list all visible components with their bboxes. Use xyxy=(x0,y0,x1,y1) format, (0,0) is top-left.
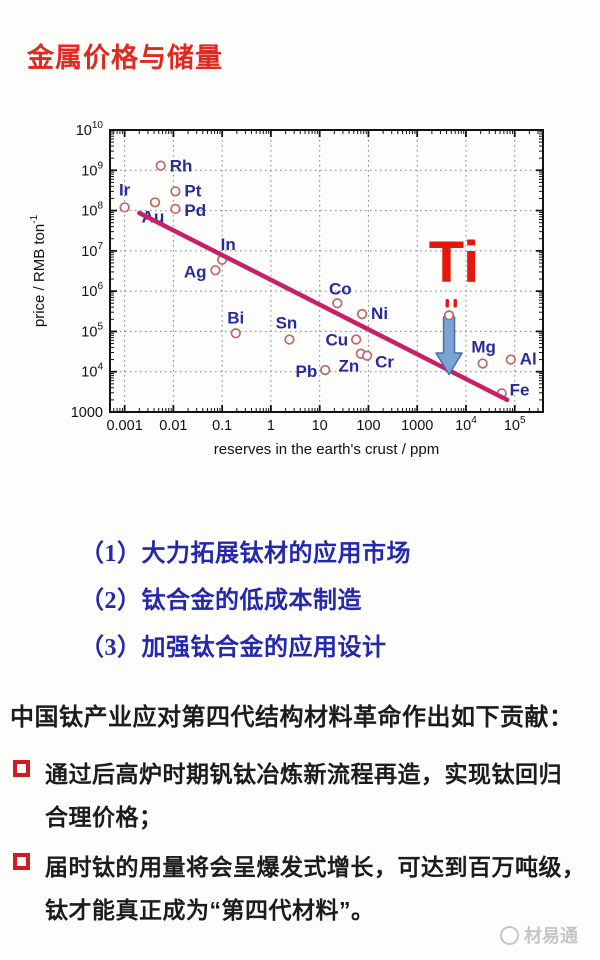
point-Cu xyxy=(351,334,362,345)
strategy-item-2: （2）钛合金的低成本制造 xyxy=(80,588,362,614)
x-tick-label: 1 xyxy=(267,418,275,434)
point-Al xyxy=(505,354,516,365)
x-axis-title: reserves in the earth's crust / ppm xyxy=(214,441,439,458)
element-label-Zn: Zn xyxy=(338,357,359,376)
x-tick-label: 105 xyxy=(504,415,526,434)
bullet-2-line-2: 钛才能真正成为“第四代材料”。 xyxy=(45,897,375,923)
intro-paragraph: 中国钛产业应对第四代结构材料革命作出如下贡献： xyxy=(10,704,574,731)
ti-quote-icon xyxy=(445,299,449,308)
watermark-label: 材易通 xyxy=(524,926,578,946)
point-Rh xyxy=(155,160,166,171)
y-tick-label: 107 xyxy=(81,241,103,260)
y-axis-title: price / RMB ton-1 xyxy=(30,214,48,327)
point-Au xyxy=(149,197,161,208)
point-Sn xyxy=(284,334,295,345)
element-label-Fe: Fe xyxy=(510,380,530,399)
x-tick-label: 0.01 xyxy=(159,418,187,434)
element-label-Mg: Mg xyxy=(471,337,496,356)
page-title: 金属价格与储量 xyxy=(27,43,223,73)
watermark-logo-icon xyxy=(500,925,519,945)
bullet-2-line-1: 届时钛的用量将会呈爆发式增长，可达到百万吨级， xyxy=(45,854,586,880)
x-tick-label: 1000 xyxy=(401,418,433,434)
x-tick-label: 10 xyxy=(312,418,328,434)
element-label-Cu: Cu xyxy=(325,331,348,350)
watermark: 材易通 xyxy=(500,922,578,948)
point-Ag xyxy=(210,265,221,276)
element-label-Ni: Ni xyxy=(371,304,388,323)
point-Pb xyxy=(320,364,331,376)
element-label-Bi: Bi xyxy=(227,308,244,327)
element-label-Pt: Pt xyxy=(184,181,201,200)
element-label-Ag: Ag xyxy=(184,262,207,281)
x-tick-label: 100 xyxy=(356,418,380,434)
x-tick-label: 0.1 xyxy=(212,418,232,434)
x-tick-label: 0.001 xyxy=(106,418,142,434)
element-label-Al: Al xyxy=(520,350,537,369)
y-tick-label: 104 xyxy=(81,362,103,381)
y-tick-label: 1000 xyxy=(71,405,103,421)
bullet-1-line-1: 通过后高炉时期钒钛冶炼新流程再造，实现钛回归 xyxy=(45,761,562,787)
bullet-square-icon xyxy=(13,853,30,870)
y-tick-label: 105 xyxy=(81,321,103,340)
point-Cr xyxy=(361,350,373,361)
strategy-item-1: （1）大力拓展钛材的应用市场 xyxy=(80,541,411,567)
element-label-Rh: Rh xyxy=(170,157,193,176)
bullet-square-icon xyxy=(13,760,30,777)
point-Co xyxy=(332,298,343,309)
point-Ir xyxy=(119,202,130,213)
element-label-Sn: Sn xyxy=(276,314,298,333)
y-tick-label: 106 xyxy=(81,281,103,300)
element-label-Pb: Pb xyxy=(295,362,317,381)
axis-frame xyxy=(109,129,544,413)
point-Pt xyxy=(170,186,181,197)
strategy-item-3: （3）加强钛合金的应用设计 xyxy=(80,635,387,661)
x-tick-label: 104 xyxy=(455,415,477,434)
element-label-Pd: Pd xyxy=(184,201,206,220)
point-Bi xyxy=(230,328,241,339)
point-Mg xyxy=(477,358,488,369)
y-tick-label: 1010 xyxy=(76,120,104,139)
y-tick-label: 109 xyxy=(81,160,103,179)
point-Pd xyxy=(170,203,181,215)
chart-figure: 0.001 0.01 0.1 1 10 100 1000 104 105 1010 109 108 10… xyxy=(29,110,570,470)
ti-marker xyxy=(443,310,455,321)
price-reserves-chart: 0.001 0.01 0.1 1 10 100 1000 104 105 1010 109 108 10… xyxy=(29,120,544,458)
ti-quote-icon xyxy=(453,299,457,308)
bullet-1-line-2: 合理价格； xyxy=(45,804,163,830)
element-label-Co: Co xyxy=(329,279,352,298)
element-label-Cr: Cr xyxy=(375,353,394,372)
element-label-In: In xyxy=(221,235,236,254)
element-label-Ir: Ir xyxy=(119,180,131,199)
y-tick-label: 108 xyxy=(81,201,103,220)
ti-label: Ti xyxy=(429,230,480,295)
point-Ni xyxy=(356,308,368,320)
down-arrow-icon xyxy=(435,316,463,376)
